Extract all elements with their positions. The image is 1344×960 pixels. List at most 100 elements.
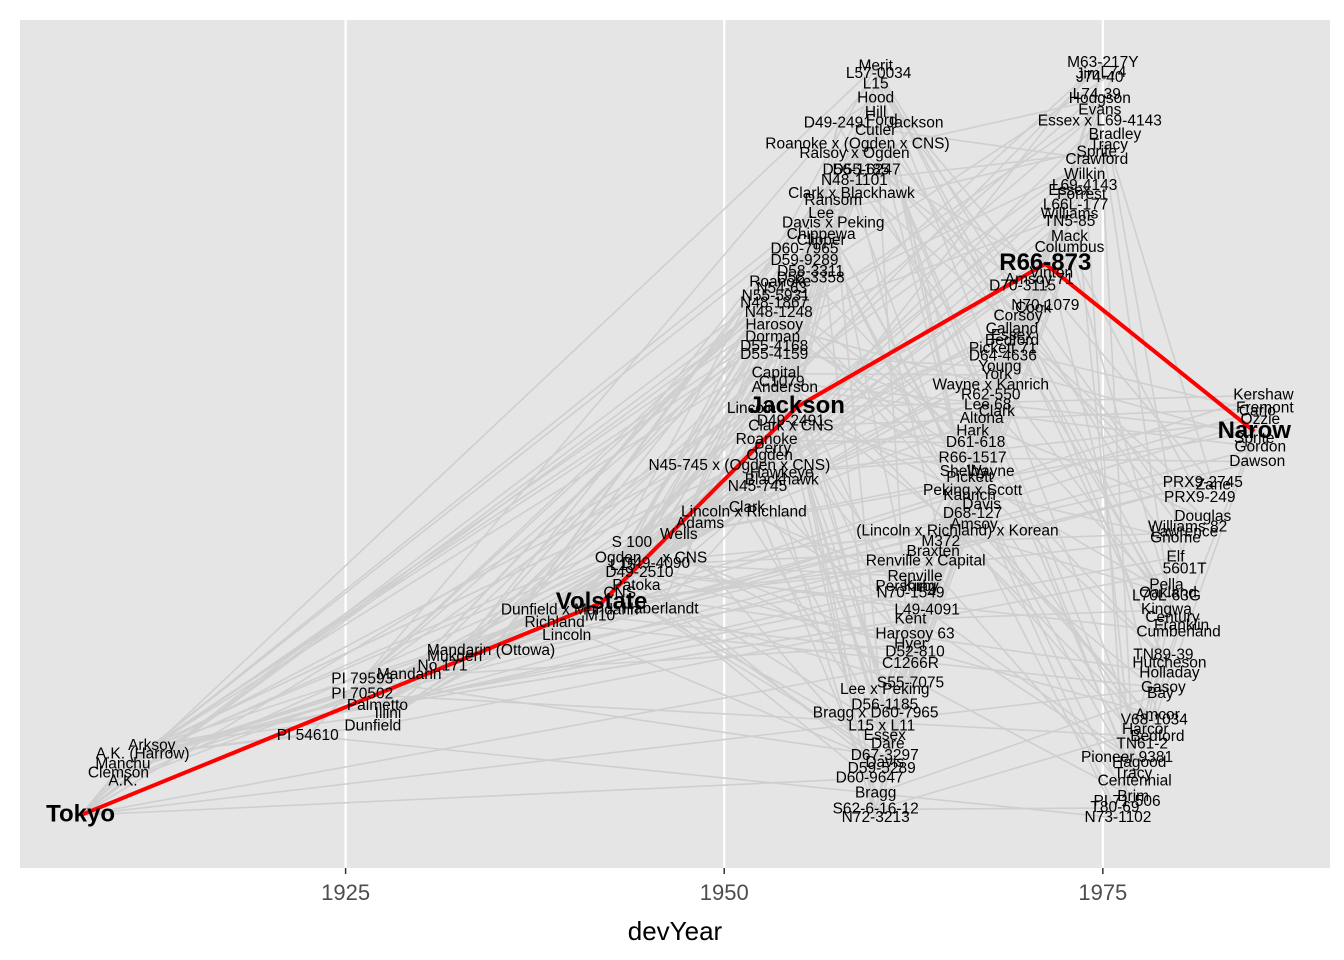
node-label: D55-4159 (740, 346, 808, 363)
node-label: Altona (960, 410, 1004, 427)
node-label: Essex (864, 727, 906, 744)
node-label: Braxten (907, 543, 960, 560)
node-label: Pershing (875, 578, 936, 595)
node-label: N55-5931 (742, 287, 810, 304)
pedigree-edge (775, 72, 1114, 297)
node-label: Pioneer 9381 (1081, 749, 1173, 766)
pedigree-edge (377, 586, 907, 707)
node-label: Manchu (95, 756, 150, 773)
pedigree-edge (1108, 145, 1186, 570)
node-label: Zane (1196, 477, 1231, 494)
node-label: Williams 82 (1148, 519, 1227, 536)
pedigree-edge (80, 777, 870, 816)
pedigree-edge (1138, 438, 1256, 764)
pedigree-edge (699, 174, 1086, 525)
node-label: Haberlandt (623, 600, 700, 617)
node-label: PI 79593 (331, 670, 393, 687)
node-label: M10 (585, 608, 616, 625)
node-label: D49-2510 (605, 564, 673, 581)
pedigree-edge (809, 277, 1171, 664)
node-label: M372 (921, 533, 960, 550)
pedigree-edge (1050, 272, 1159, 716)
node-label: Mack (1051, 228, 1088, 245)
node-label: Bay (1147, 685, 1174, 702)
node-label: D58-3358 (777, 269, 845, 286)
pedigree-edge (619, 592, 1170, 675)
node-label: Evans (1078, 102, 1121, 119)
pedigree-edge (1017, 316, 1171, 674)
node-label: Gnome (1150, 529, 1201, 546)
node-label: Wayne x Kanrich (932, 376, 1049, 393)
node-label: Renville x Capital (866, 553, 986, 570)
node-label: Davis (962, 496, 1001, 513)
pedigree-edge (874, 130, 971, 496)
pedigree-edge (874, 112, 974, 432)
node-label: D56-1185 (823, 162, 890, 179)
node-label: Tracy (1114, 765, 1152, 782)
pedigree-edge (151, 465, 740, 747)
pedigree-edge (853, 180, 1183, 627)
node-label: Capital (752, 365, 800, 382)
pedigree-edge (757, 214, 1071, 488)
node-label: Renville (887, 568, 942, 585)
node-label: R66-1517 (939, 449, 1007, 466)
node-label: x CNS (662, 550, 707, 567)
pedigree-edge (569, 406, 798, 612)
pedigree-edge (617, 174, 1086, 560)
node-label: Tracy (1090, 136, 1128, 153)
node-label: N48-1248 (745, 304, 813, 321)
node-label: Jackson (887, 115, 944, 132)
pedigree-edge (773, 324, 992, 473)
node-label: Century (1145, 609, 1200, 626)
node-label: Wilkin (1064, 166, 1105, 183)
pedigree-edge (926, 610, 1140, 764)
node-label: Hagood (1112, 754, 1166, 771)
node-label: Ralsoy x Ogden (799, 145, 909, 162)
node-label: A.K. (Harrow) (96, 746, 190, 763)
pedigree-edge (79, 764, 124, 816)
node-label: Gasoy (1141, 679, 1186, 696)
pedigree-edge (142, 481, 1203, 756)
node-label: M63-217Y (1067, 54, 1139, 71)
pedigree-edge (1017, 316, 1168, 597)
node-label: Hill (865, 104, 887, 121)
pedigree-edge (639, 572, 1158, 717)
node-label: Ogden (746, 447, 793, 464)
node-label: Oakland (1139, 584, 1197, 601)
pedigree-edge (778, 159, 1098, 314)
node-label: Harcor (1122, 721, 1169, 738)
node-label: Brim (1117, 788, 1149, 805)
node-label: L15 (610, 557, 636, 574)
node-label: L15 (863, 76, 889, 93)
pedigree-edge (361, 260, 806, 680)
node-label: Fremont (1236, 399, 1294, 416)
node-label: S62-6-16-12 (833, 800, 919, 817)
pedigree-edge (875, 807, 1115, 811)
pedigree-edge (969, 477, 1171, 664)
node-label: N54-63 (756, 280, 807, 297)
node-label: N48-1867 (740, 295, 808, 312)
x-tick-label: 1975 (1078, 880, 1127, 905)
node-label: Shelby (940, 463, 988, 480)
pedigree-edge (122, 635, 567, 766)
highlighted-node-label: Tokyo (46, 801, 115, 828)
pedigree-edge (850, 193, 975, 525)
pedigree-edge (142, 394, 992, 756)
node-label: Wayne (967, 463, 1015, 480)
node-label: L74-39 (1073, 86, 1121, 103)
pedigree-edge (569, 366, 1001, 612)
pedigree-edge (554, 622, 1164, 689)
pedigree-edge (622, 565, 883, 727)
node-label: Ogden (595, 550, 642, 567)
node-label: Sprite (1077, 144, 1118, 161)
node-label: T80-69 (1090, 799, 1139, 816)
node-label: D55-4168 (740, 338, 808, 355)
node-label: D49-2491 (804, 115, 872, 132)
node-label: Bedford (985, 332, 1039, 349)
pedigree-edge (80, 281, 781, 816)
pedigree-edge (684, 530, 958, 560)
node-label: Bragg x D60-7965 (813, 704, 939, 721)
pedigree-edge (1138, 527, 1189, 764)
pedigree-edge (1068, 247, 1201, 499)
